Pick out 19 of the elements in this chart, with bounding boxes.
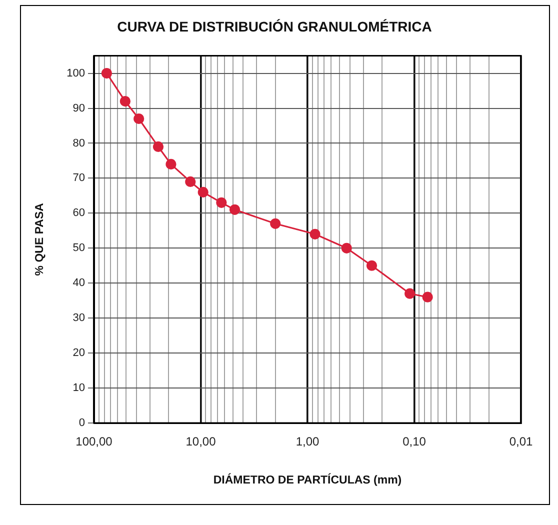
y-tick-label: 90 bbox=[72, 102, 85, 114]
y-tick-label: 100 bbox=[66, 67, 85, 80]
y-tick-label: 60 bbox=[72, 207, 85, 220]
y-tick-label: 30 bbox=[72, 312, 85, 324]
x-tick-label: 100,00 bbox=[76, 434, 113, 449]
y-axis-title: % QUE PASA bbox=[34, 203, 46, 276]
y-tick-label: 40 bbox=[72, 277, 85, 290]
y-tick-label: 80 bbox=[72, 137, 85, 150]
y-tick-label: 50 bbox=[72, 242, 85, 254]
x-tick-label: 10,00 bbox=[186, 434, 216, 449]
x-tick-label: 0,01 bbox=[509, 434, 533, 449]
y-tick-label: 70 bbox=[72, 172, 85, 184]
x-tick-label: 1,00 bbox=[296, 434, 320, 449]
chart-title: CURVA DE DISTRIBUCIÓN GRANULOMÉTRICA bbox=[117, 18, 432, 34]
y-tick-label: 0 bbox=[78, 417, 85, 430]
x-tick-label: 0,10 bbox=[402, 434, 426, 449]
x-axis-title: DIÁMETRO DE PARTÍCULAS (mm) bbox=[213, 472, 402, 486]
y-tick-label: 20 bbox=[72, 347, 85, 360]
y-tick-label: 10 bbox=[72, 382, 85, 394]
